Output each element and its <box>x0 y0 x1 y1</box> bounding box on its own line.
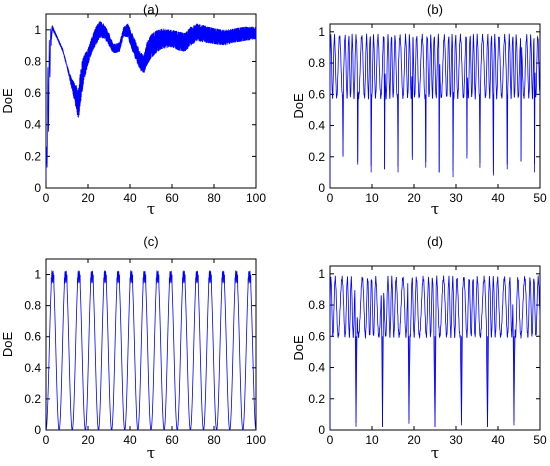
x-axis-label: τ <box>147 200 155 218</box>
panel-title: (c) <box>143 234 158 249</box>
y-tick-label: 0.2 <box>308 150 325 164</box>
y-tick-label: 0.2 <box>24 392 41 406</box>
subplot-a: 0 20 40 60 80 100 0 0.2 0.4 0.6 0.8 1 (a) τ DoE <box>0 2 266 218</box>
panel-title: (a) <box>143 2 159 17</box>
x-tick-label: 40 <box>491 433 505 447</box>
y-tick-label: 0.8 <box>308 298 325 312</box>
x-tick-label: 20 <box>407 433 421 447</box>
x-tick-label: 20 <box>81 191 95 205</box>
y-tick-label: 0.4 <box>308 361 325 375</box>
x-tick-label: 60 <box>165 191 179 205</box>
x-tick-label: 0 <box>43 191 50 205</box>
y-tick-label: 0.8 <box>24 299 41 313</box>
x-tick-label: 0 <box>43 433 50 447</box>
x-axis-label: τ <box>431 200 439 218</box>
x-tick-label: 40 <box>123 191 137 205</box>
x-tick-label: 80 <box>207 433 221 447</box>
y-tick-label: 0.8 <box>24 54 41 68</box>
y-tick-label: 0.6 <box>24 86 41 100</box>
x-tick-label: 30 <box>449 191 463 205</box>
series-line <box>329 275 541 431</box>
y-axis-label: DoE <box>0 88 15 114</box>
y-tick-label: 0.6 <box>308 329 325 343</box>
panel-title: (d) <box>427 234 443 249</box>
y-tick-label: 0.4 <box>308 119 325 133</box>
x-tick-label: 0 <box>327 433 334 447</box>
y-axis-label: DoE <box>291 93 306 119</box>
axes-box <box>45 13 257 189</box>
y-axis-label: DoE <box>291 335 306 361</box>
y-tick-label: 1 <box>318 267 325 281</box>
y-tick-label: 0 <box>318 423 325 437</box>
y-tick-label: 1 <box>34 268 41 282</box>
x-tick-label: 100 <box>246 191 266 205</box>
y-tick-label: 0 <box>318 181 325 195</box>
x-tick-label: 40 <box>491 191 505 205</box>
y-tick-label: 1 <box>34 23 41 37</box>
x-tick-label: 10 <box>365 191 379 205</box>
y-tick-label: 0.2 <box>308 392 325 406</box>
y-tick-label: 0.4 <box>24 118 41 132</box>
y-tick-label: 0 <box>34 423 41 437</box>
series-line <box>45 20 257 181</box>
x-tick-label: 20 <box>81 433 95 447</box>
series-line <box>329 33 541 189</box>
y-tick-label: 0.8 <box>308 56 325 70</box>
subplot-d: 0 10 20 30 40 50 0 0.2 0.4 0.6 0.8 1 (d) τ DoE <box>291 234 547 462</box>
y-tick-label: 0 <box>34 181 41 195</box>
panel-title: (b) <box>427 2 443 17</box>
x-tick-label: 30 <box>449 433 463 447</box>
y-tick-label: 1 <box>318 25 325 39</box>
y-tick-label: 0.2 <box>24 149 41 163</box>
y-tick-label: 0.4 <box>24 361 41 375</box>
x-tick-label: 60 <box>165 433 179 447</box>
x-tick-label: 50 <box>533 433 547 447</box>
x-axis-label: τ <box>431 444 439 462</box>
x-tick-label: 100 <box>246 433 266 447</box>
x-tick-label: 0 <box>327 191 334 205</box>
series-line <box>45 269 257 431</box>
x-tick-label: 40 <box>123 433 137 447</box>
y-axis-label: DoE <box>0 332 15 358</box>
y-tick-label: 0.6 <box>308 87 325 101</box>
subplot-c: 0 20 40 60 80 100 0 0.2 0.4 0.6 0.8 1 (c) τ DoE <box>0 234 266 462</box>
x-tick-label: 10 <box>365 433 379 447</box>
subplot-b: 0 10 20 30 40 50 0 0.2 0.4 0.6 0.8 1 (b) τ DoE <box>291 2 547 218</box>
x-tick-label: 20 <box>407 191 421 205</box>
x-tick-label: 80 <box>207 191 221 205</box>
x-tick-label: 50 <box>533 191 547 205</box>
x-axis-label: τ <box>147 444 155 462</box>
y-tick-label: 0.6 <box>24 330 41 344</box>
